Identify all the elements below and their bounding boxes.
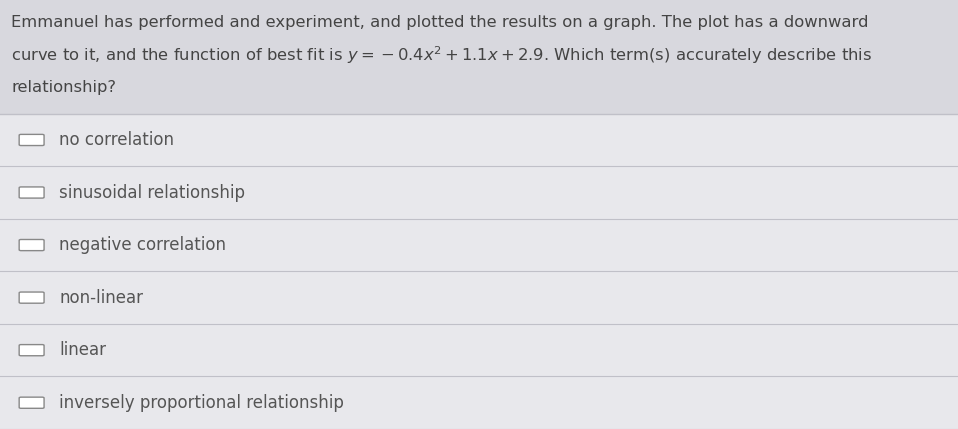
FancyBboxPatch shape <box>0 272 958 324</box>
Text: inversely proportional relationship: inversely proportional relationship <box>59 394 344 412</box>
FancyBboxPatch shape <box>19 239 44 251</box>
Text: negative correlation: negative correlation <box>59 236 226 254</box>
FancyBboxPatch shape <box>0 166 958 219</box>
Text: Emmanuel has performed and experiment, and plotted the results on a graph. The p: Emmanuel has performed and experiment, a… <box>11 15 869 30</box>
Text: no correlation: no correlation <box>59 131 174 149</box>
FancyBboxPatch shape <box>0 0 958 114</box>
FancyBboxPatch shape <box>19 187 44 198</box>
FancyBboxPatch shape <box>0 377 958 429</box>
FancyBboxPatch shape <box>0 219 958 272</box>
Text: relationship?: relationship? <box>11 80 117 95</box>
FancyBboxPatch shape <box>0 114 958 166</box>
Text: curve to it, and the function of best fit is $y = -0.4x^2 + 1.1x + 2.9$. Which t: curve to it, and the function of best fi… <box>11 44 873 66</box>
FancyBboxPatch shape <box>0 324 958 377</box>
FancyBboxPatch shape <box>19 292 44 303</box>
FancyBboxPatch shape <box>19 134 44 145</box>
Text: linear: linear <box>59 341 106 359</box>
Text: sinusoidal relationship: sinusoidal relationship <box>59 184 245 202</box>
FancyBboxPatch shape <box>19 344 44 356</box>
FancyBboxPatch shape <box>19 397 44 408</box>
Text: non-linear: non-linear <box>59 289 144 307</box>
